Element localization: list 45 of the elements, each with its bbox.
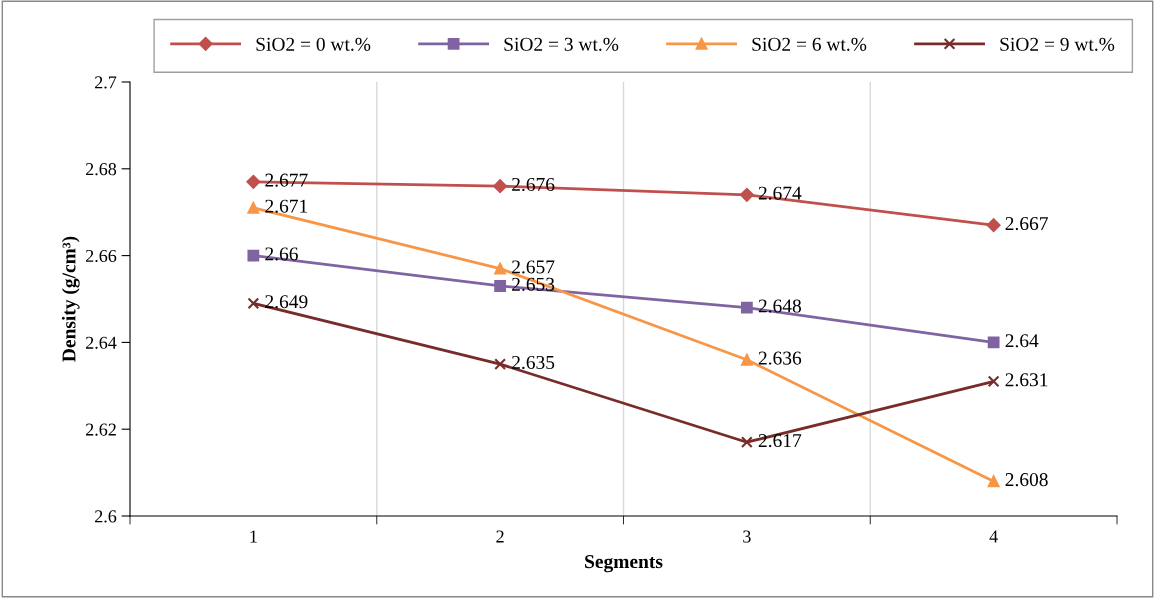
legend-label: SiO2 = 6 wt.%: [752, 37, 867, 51]
point: [987, 336, 1000, 349]
y-tick-label: 2.7: [95, 76, 117, 89]
data-label: 2.66: [265, 247, 298, 261]
data-label: 2.635: [512, 355, 555, 370]
legend-label: SiO2 = 9 wt.%: [1000, 37, 1115, 51]
y-tick-label: 2.68: [86, 163, 117, 176]
point: [740, 353, 753, 366]
data-label: 2.649: [265, 295, 308, 309]
point: [740, 301, 753, 314]
x-axis-title: Segments: [585, 555, 663, 573]
x-tick-label: 3: [743, 530, 751, 543]
point: [740, 436, 753, 449]
point: [739, 187, 754, 202]
data-label: 2.631: [1005, 373, 1048, 387]
data-label: 2.608: [1005, 473, 1048, 487]
data-label: 2.671: [265, 199, 308, 213]
data-label: 2.648: [758, 299, 801, 313]
y-axis-title: Density (g/cm³): [61, 236, 80, 362]
point: [247, 249, 260, 262]
data-label: 2.674: [758, 186, 802, 200]
point: [247, 201, 260, 214]
data-label: 2.64: [1005, 334, 1039, 348]
point: [246, 174, 261, 189]
point: [247, 297, 260, 310]
x-tick-label: 1: [250, 530, 257, 543]
point: [987, 375, 1000, 388]
data-label: 2.667: [1005, 217, 1048, 231]
point: [493, 179, 508, 194]
data-label: 2.617: [758, 434, 802, 448]
data-label: 2.636: [758, 351, 802, 365]
x-tick-label: 2: [496, 530, 504, 543]
point: [494, 358, 507, 370]
point: [494, 280, 507, 292]
x-tick-label: 4: [989, 530, 998, 543]
data-label: 2.657: [512, 260, 555, 274]
legend-label: SiO2 = 0 wt.%: [256, 37, 371, 51]
y-tick-label: 2.62: [86, 423, 116, 436]
legend-label: SiO2 = 3 wt.%: [504, 37, 619, 51]
point: [987, 475, 1000, 488]
y-tick-label: 2.64: [86, 336, 117, 349]
y-tick-label: 2.6: [95, 510, 117, 523]
point: [986, 218, 1001, 233]
point: [494, 262, 507, 275]
y-tick-label: 2.66: [86, 249, 117, 263]
